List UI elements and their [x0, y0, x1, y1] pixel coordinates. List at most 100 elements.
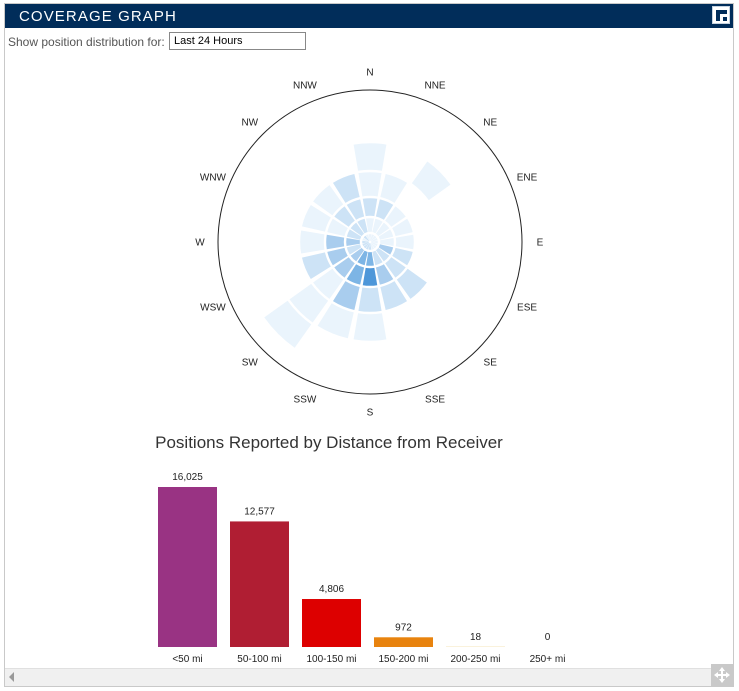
polar-wedge-sw-2 [334, 257, 355, 278]
polar-wedge-nne-0 [370, 234, 375, 241]
category-label-5: 250+ mi [530, 654, 566, 665]
polar-wedge-s-2 [362, 267, 378, 286]
polar-wedge-sse-3 [380, 281, 408, 311]
direction-label-ene: ENE [517, 172, 538, 183]
time-range-select[interactable]: Last 24 Hours [169, 32, 306, 50]
expand-panel-button[interactable] [712, 6, 730, 24]
bar-2 [302, 599, 361, 647]
polar-wedge-ene-2 [392, 218, 413, 237]
direction-label-s: S [367, 408, 374, 419]
polar-wedge-n-3 [358, 172, 382, 197]
polar-wedge-wsw-2 [327, 247, 348, 266]
direction-label-nnw: NNW [293, 80, 317, 91]
resize-handle-icon[interactable] [711, 664, 733, 686]
direction-label-w: W [195, 238, 205, 249]
direction-label-ssw: SSW [294, 395, 317, 406]
polar-wedge-ne-0 [370, 235, 377, 242]
direction-label-nw: NW [241, 117, 258, 128]
polar-wedge-ne-2 [385, 206, 406, 227]
category-label-3: 150-200 mi [378, 654, 428, 665]
polar-wedge-nnw-3 [332, 173, 360, 203]
polar-wedge-nnw-0 [365, 234, 370, 241]
direction-label-sw: SW [242, 358, 259, 369]
polar-wedge-ssw-0 [365, 243, 370, 250]
bar-3 [374, 637, 433, 647]
polar-wedge-se-2 [385, 257, 406, 278]
polar-wedge-se-3 [396, 268, 427, 299]
polar-wedge-e-0 [371, 240, 378, 244]
category-label-2: 100-150 mi [306, 654, 356, 665]
polar-wedge-w-1 [346, 238, 360, 246]
polar-wedge-w-3 [300, 230, 325, 254]
direction-label-wsw: WSW [200, 303, 226, 314]
bar-value-label-5: 0 [545, 632, 551, 643]
direction-label-ese: ESE [517, 303, 537, 314]
polar-wedge-s-4 [353, 313, 387, 341]
polar-wedge-s-0 [368, 243, 372, 250]
polar-wedge-e-2 [395, 234, 414, 250]
direction-label-e: E [537, 238, 544, 249]
polar-wedge-ese-2 [392, 247, 413, 266]
category-label-1: 50-100 mi [237, 654, 281, 665]
category-label-0: <50 mi [172, 654, 202, 665]
polar-wedge-ne-1 [375, 222, 390, 237]
direction-label-n: N [366, 68, 373, 79]
polar-outer-ring [217, 89, 523, 395]
polar-wedge-nne-3 [380, 173, 408, 203]
bar-chart-title: Positions Reported by Distance from Rece… [155, 433, 503, 452]
polar-wedge-s-3 [358, 287, 382, 312]
polar-wedge-wnw-0 [362, 237, 369, 242]
polar-wedge-nnw-2 [346, 199, 365, 220]
polar-wedge-s-1 [366, 252, 374, 266]
polar-wedge-nne-2 [375, 199, 394, 220]
direction-label-nne: NNE [424, 80, 445, 91]
polar-wedge-ssw-3 [332, 281, 360, 311]
polar-wedge-n-0 [368, 234, 372, 241]
coverage-graph-panel: COVERAGE GRAPH Show position distributio… [4, 3, 734, 687]
polar-wedge-e-1 [380, 238, 394, 246]
polar-wedge-sw-1 [350, 247, 365, 262]
polar-wedge-nw-2 [334, 206, 355, 227]
bar-value-label-1: 12,577 [244, 506, 275, 517]
polar-wedge-wnw-1 [346, 229, 362, 240]
direction-label-sse: SSE [425, 395, 445, 406]
panel-titlebar: COVERAGE GRAPH [5, 4, 733, 28]
bar-0 [158, 487, 217, 647]
polar-wedge-sw-5 [264, 300, 312, 348]
polar-wedge-wnw-3 [301, 204, 331, 232]
polar-wedge-wsw-0 [362, 242, 369, 247]
direction-label-se: SE [484, 358, 498, 369]
polar-wedge-ssw-2 [346, 264, 365, 285]
polar-wedge-sw-0 [363, 242, 370, 249]
polar-wedge-ese-0 [371, 242, 378, 247]
bar-value-label-4: 18 [470, 632, 482, 643]
polar-wedge-nnw-1 [357, 218, 368, 234]
horizontal-scrollbar[interactable] [5, 668, 715, 686]
polar-wedge-ene-1 [378, 229, 394, 240]
direction-label-ne: NE [483, 117, 497, 128]
polar-wedge-wsw-1 [346, 244, 362, 255]
polar-wedge-ese-1 [378, 244, 394, 255]
chart-area: N NNE NE ENE E ESE SE SSE S SSW SW WSW W WNW NW NNW Pos… [155, 68, 566, 666]
polar-wedge-ssw-4 [317, 303, 354, 339]
polar-wedge-nw-1 [350, 222, 365, 237]
polar-wedge-sse-0 [370, 243, 375, 250]
polar-wedge-w-0 [362, 240, 369, 244]
scroll-left-arrow-icon[interactable] [9, 672, 14, 682]
polar-wedge-sse-2 [375, 264, 394, 285]
polar-wedge-w-2 [326, 234, 345, 250]
direction-label-wnw: WNW [200, 172, 227, 183]
polar-wedge-nne-1 [372, 218, 383, 234]
panel-title: COVERAGE GRAPH [19, 8, 177, 25]
polar-wedge-sw-3 [313, 268, 344, 299]
polar-wedge-n-1 [366, 218, 374, 232]
polar-wedge-se-0 [370, 242, 377, 249]
polar-wedge-sse-1 [372, 250, 383, 266]
polar-wedge-ene-0 [371, 237, 378, 242]
polar-wedge-nw-3 [313, 185, 344, 216]
polar-wedge-se-1 [375, 247, 390, 262]
polar-wedge-ssw-1 [357, 250, 368, 266]
bar-1 [230, 521, 289, 647]
category-label-4: 200-250 mi [450, 654, 500, 665]
polar-wedge-nw-0 [363, 235, 370, 242]
